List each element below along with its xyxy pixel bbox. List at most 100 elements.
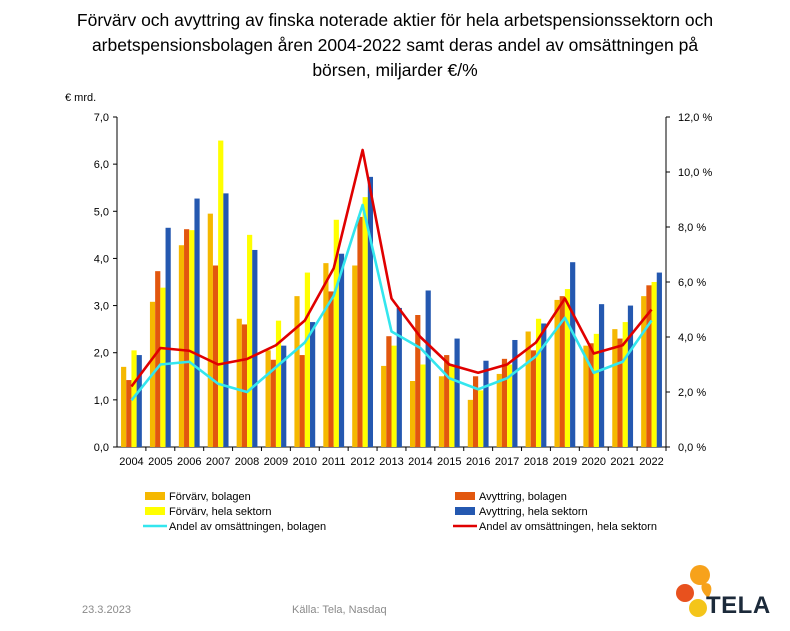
bar-avyttring-hela-sektorn [252,249,258,447]
bar-förvärv-bolagen [121,366,127,447]
bar-avyttring-bolagen [646,285,652,447]
x-tick-label: 2019 [553,456,577,468]
y-tick-label-right: 2,0 % [678,387,706,399]
footer-source: Källa: Tela, Nasdaq [292,604,387,616]
bar-förvärv-bolagen [496,373,502,447]
bar-avyttring-bolagen [184,229,190,447]
bar-förvärv-bolagen [554,299,560,447]
bar-förvärv-hela-sektorn [535,318,542,447]
bar-förvärv-bolagen [236,318,242,447]
chart-title-line-2: arbetspensionsbolagen åren 2004-2022 sam… [91,35,699,55]
y-tick-label-left: 1,0 [94,395,109,407]
x-tick-label: 2012 [350,456,374,468]
x-tick-label: 2005 [148,456,172,468]
bar-avyttring-hela-sektorn [136,355,142,447]
bar-förvärv-bolagen [381,365,387,447]
x-tick-label: 2008 [235,456,259,468]
bar-förvärv-hela-sektorn [247,234,253,447]
bar-avyttring-bolagen [617,338,623,447]
x-tick-label: 2006 [177,456,201,468]
bar-förvärv-hela-sektorn [160,287,166,447]
y-tick-label-right: 4,0 % [678,332,706,344]
legend-label: Förvärv, bolagen [169,491,251,503]
x-tick-label: 2011 [322,456,346,468]
tela-logo-icon [676,565,712,617]
logo-circle-top [690,565,710,585]
bar-avyttring-hela-sektorn [541,323,547,447]
x-tick-label: 2016 [466,456,490,468]
bar-avyttring-hela-sektorn [656,272,662,447]
bar-förvärv-bolagen [178,245,185,447]
y-axis-label: € mrd. [65,92,96,104]
x-tick-label: 2020 [582,456,606,468]
x-tick-label: 2018 [524,456,548,468]
bar-förvärv-hela-sektorn [651,282,657,447]
bar-förvärv-hela-sektorn [362,197,368,447]
y-tick-label-left: 6,0 [94,159,109,171]
legend-swatch [455,492,475,500]
x-tick-label: 2014 [408,456,432,468]
bar-avyttring-hela-sektorn [425,290,431,447]
bar-avyttring-hela-sektorn [223,193,229,447]
bar-förvärv-bolagen [612,329,618,447]
bar-förvärv-hela-sektorn [333,219,339,447]
bar-förvärv-bolagen [323,263,329,447]
bar-avyttring-bolagen [126,380,132,447]
bar-förvärv-bolagen [352,265,358,447]
line-andel-av-omsättningen-bolagen [130,203,653,402]
y-tick-label-right: 0,0 % [678,442,706,454]
bar-förvärv-bolagen [265,350,271,447]
logo-circle-left [676,584,694,602]
x-tick-label: 2010 [293,456,317,468]
bar-avyttring-bolagen [299,355,305,447]
x-tick-label: 2013 [379,456,403,468]
bar-avyttring-hela-sektorn [454,338,460,447]
bar-avyttring-bolagen [386,336,392,447]
bar-förvärv-bolagen [409,381,416,447]
bar-avyttring-hela-sektorn [367,176,374,447]
bar-avyttring-bolagen [270,359,276,447]
bar-förvärv-hela-sektorn [304,272,311,447]
bar-förvärv-hela-sektorn [478,390,484,447]
legend-swatch [145,507,165,515]
bar-förvärv-hela-sektorn [622,322,628,447]
y-tick-label-left: 0,0 [94,442,109,454]
y-tick-label-right: 10,0 % [678,167,712,179]
bar-förvärv-bolagen [467,399,473,447]
x-tick-label: 2009 [264,456,288,468]
bar-avyttring-bolagen [357,216,363,447]
bar-förvärv-hela-sektorn [189,230,195,447]
bar-förvärv-hela-sektorn [420,364,426,447]
bar-avyttring-bolagen [588,343,594,447]
y-tick-label-right: 12,0 % [678,112,712,124]
bar-avyttring-hela-sektorn [512,339,518,447]
bar-avyttring-bolagen [501,358,508,447]
chart-plot: 0,0 1,0 2,0 3,0 4,0 5,0 6,0 7,0 0,0 % 2,0 % 4,0 % 6… [65,92,712,533]
y-tick-label-left: 5,0 [94,206,109,218]
x-tick-label: 2007 [206,456,230,468]
bar-förvärv-hela-sektorn [564,289,571,447]
legend-label: Andel av omsättningen, hela sektorn [479,521,657,533]
x-tick-label: 2004 [119,456,143,468]
legend-swatch [145,492,165,500]
bar-förvärv-hela-sektorn [593,333,599,447]
x-tick-label: 2015 [437,456,461,468]
bar-förvärv-hela-sektorn [218,140,224,448]
bar-förvärv-bolagen [525,331,531,447]
legend-label: Förvärv, hela sektorn [169,506,272,518]
line-andel-av-omsättningen-hela-sektorn [130,148,653,388]
bar-avyttring-bolagen [472,376,479,447]
bar-avyttring-hela-sektorn [396,307,402,447]
bar-förvärv-bolagen [207,213,213,447]
bar-avyttring-hela-sektorn [627,305,634,447]
y-tick-label-right: 8,0 % [678,222,706,234]
logo-text: TELA [706,592,771,619]
x-tick-label: 2017 [495,456,519,468]
legend-swatch [455,507,475,515]
bar-avyttring-bolagen [328,291,334,447]
bar-avyttring-hela-sektorn [310,322,316,447]
bar-avyttring-hela-sektorn [598,304,605,447]
y-tick-label-left: 7,0 [94,112,109,124]
bar-förvärv-hela-sektorn [507,364,513,447]
y-tick-label-left: 4,0 [94,253,109,265]
